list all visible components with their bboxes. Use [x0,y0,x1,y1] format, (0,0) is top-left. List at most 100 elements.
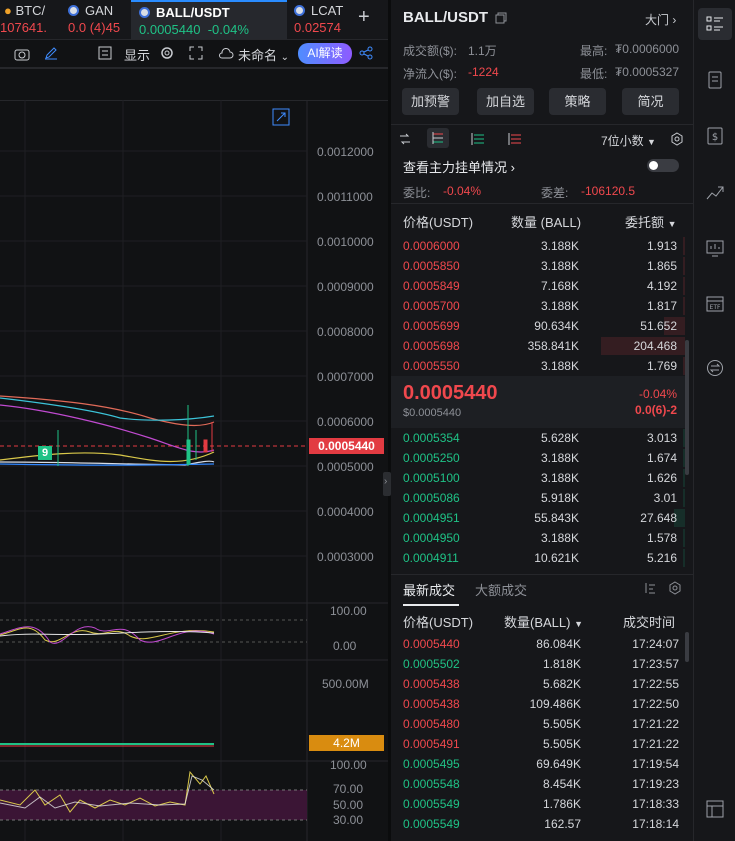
trade-time: 17:19:23 [632,777,679,791]
depth-bar [683,357,685,375]
trade-time: 17:21:22 [632,717,679,731]
price-axis-label: 0.0008000 [317,325,374,339]
layout-icon[interactable] [706,800,724,818]
layout-name-dropdown[interactable]: 未命名 ⌄ [238,45,289,64]
active-tab-indicator [403,604,459,606]
order-total: 1.913 [646,239,677,253]
order-qty: 3.188K [540,359,579,373]
orderbook-asks-icon[interactable] [508,132,522,146]
order-price: 0.0005100 [403,471,460,485]
dollar-icon[interactable]: $ [706,127,724,145]
depth-bar [683,529,685,547]
bid-row[interactable]: 0.0004911 10.621K 5.216 [391,548,685,568]
coin-icon [294,5,305,16]
list-icon[interactable] [706,15,724,33]
ask-row[interactable]: 0.0005700 3.188K 1.817 [391,296,685,316]
tab-price: 107641. [0,20,47,35]
order-price: 0.0005700 [403,299,460,313]
current-price-tag: 0.0005440 [309,438,384,454]
trades-scrollbar[interactable] [685,632,689,662]
tab-label: BTC/ [15,3,46,18]
orderbook-bids-icon[interactable] [471,132,485,146]
tab-latest-trades[interactable]: 最新成交 [403,583,456,598]
ask-row[interactable]: 0.0005699 90.634K 51.652 [391,316,685,336]
tab-ball-usdt[interactable]: BALL/USDT 0.0005440 -0.04% [131,0,287,39]
order-qty: 3.188K [540,471,579,485]
collapse-handle[interactable]: › [383,472,391,496]
monitor-icon[interactable] [706,239,724,257]
ob-header-total[interactable]: 委托额 ▼ [625,212,677,231]
chevron-right-icon: › [384,476,388,487]
orderbook-both-icon[interactable] [398,132,412,146]
etf-icon[interactable]: ETF [706,295,724,313]
decimals-dropdown[interactable]: 7位小数 ▼ [601,132,656,149]
ask-row[interactable]: 0.0006000 3.188K 1.913 [391,236,685,256]
copy-icon[interactable] [495,12,507,24]
order-price: 0.0005850 [403,259,460,273]
depth-bar [683,469,685,487]
orderbook-mixed-toggle[interactable] [427,128,449,148]
main-orders-toggle[interactable] [647,159,679,172]
depth-bar [683,297,685,315]
depth-bar [601,337,685,355]
chart-up-icon[interactable] [706,183,724,201]
ask-row[interactable]: 0.0005550 3.188K 1.769 [391,356,685,376]
ob-header-qty: 数量 (BALL) [511,215,582,230]
candle-count-badge: 9 [38,446,52,460]
tab-big-trades[interactable]: 大额成交 [475,583,528,598]
add-alert-button[interactable]: 加预警 [402,88,459,115]
ai-analysis-button[interactable]: AI解读 [298,43,352,64]
price-chart-area[interactable]: 9 0.0012000 0.0011000 0.0010000 0.000900… [0,100,388,841]
filter-icon[interactable] [643,581,657,595]
order-price: 0.0005699 [403,319,460,333]
ask-row[interactable]: 0.0005849 7.168K 4.192 [391,276,685,296]
rail-active-bg [698,8,732,40]
swap-icon[interactable] [706,359,724,377]
camera-icon[interactable] [14,47,30,61]
tab-lcat[interactable]: LCAT 0.02574 [294,0,354,39]
tab-btc[interactable]: ● BTC/ 107641. [0,0,58,39]
settings-icon[interactable] [160,46,174,60]
volume-axis-label: 500.00M [322,677,369,691]
ask-row[interactable]: 0.0005698 358.841K 204.468 [391,336,685,356]
overview-button[interactable]: 简况 [622,88,679,115]
strategy-button[interactable]: 策略 [549,88,606,115]
orderbook-scrollbar[interactable] [685,340,689,475]
bid-row[interactable]: 0.0005250 3.188K 1.674 [391,448,685,468]
add-tab-icon[interactable]: + [358,6,370,28]
settings-icon[interactable] [668,581,682,595]
tr-header-qty[interactable]: 数量(BALL) ▼ [504,612,583,631]
settings-icon[interactable] [670,132,684,146]
price-axis-label: 0.0010000 [317,235,374,249]
trade-time: 17:18:33 [632,797,679,811]
tab-gan[interactable]: GAN 0.0 (4)45 [68,0,126,39]
bid-row[interactable]: 0.0005100 3.188K 1.626 [391,468,685,488]
depth-bar [683,429,685,447]
add-watchlist-button[interactable]: 加自选 [477,88,534,115]
diff-value: -106120.5 [581,184,636,198]
bid-row[interactable]: 0.0004951 55.843K 27.648 [391,508,685,528]
display-button[interactable]: 显示 [124,48,151,63]
trade-price: 0.0005495 [403,757,460,771]
market-link[interactable]: 大门 › [645,11,676,28]
bid-row[interactable]: 0.0005086 5.918K 3.01 [391,488,685,508]
bid-row[interactable]: 0.0004950 3.188K 1.578 [391,528,685,548]
netflow-value: -1224 [468,65,499,79]
document-icon[interactable] [706,71,724,89]
coin-icon [139,7,150,18]
panel-splitter[interactable] [388,0,391,841]
ask-row[interactable]: 0.0005850 3.188K 1.865 [391,256,685,276]
order-price: 0.0004951 [403,511,460,525]
order-total: 51.652 [640,319,677,333]
cloud-icon[interactable] [218,47,234,59]
main-orders-link[interactable]: 查看主力挂单情况 › [403,157,515,176]
depth-bar [683,257,685,275]
pen-icon[interactable] [44,46,58,60]
order-total: 3.01 [653,491,677,505]
share-icon[interactable] [359,46,373,60]
layers-icon[interactable] [98,46,112,60]
order-total: 27.648 [640,511,677,525]
bid-row[interactable]: 0.0005354 5.628K 3.013 [391,428,685,448]
expand-icon[interactable] [272,108,290,126]
fullscreen-icon[interactable] [189,46,203,60]
